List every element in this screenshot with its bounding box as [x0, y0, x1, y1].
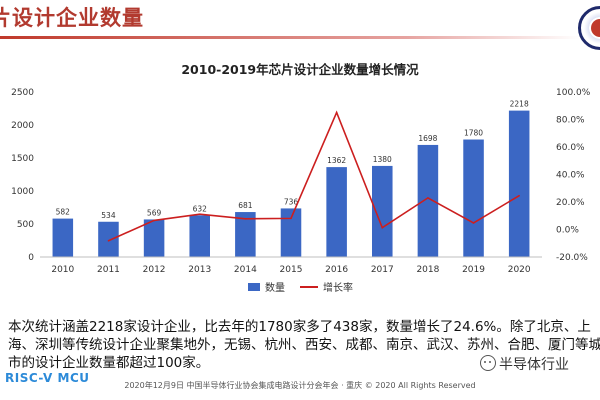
brand-right: 半导体行业 [480, 354, 569, 374]
bar-2019 [463, 139, 484, 257]
bar-2017 [372, 165, 393, 257]
slide-title: 片设计企业数量 [0, 6, 144, 30]
footer: 2020年12月9日 中国半导体行业协会集成电路设计分会年会 · 重庆 © 20… [124, 381, 476, 390]
bar-label-2015: 736 [284, 197, 299, 206]
x-tick-2018: 2018 [416, 265, 439, 275]
y-left-tick: 0 [28, 253, 34, 263]
growth-point-2013 [198, 213, 201, 216]
association-emblem-icon [578, 6, 600, 50]
bar-label-2018: 1698 [418, 134, 437, 143]
growth-point-2017 [381, 226, 384, 229]
y-right-tick: -20.0% [556, 253, 588, 263]
y-right-tick: 20.0% [556, 198, 585, 208]
x-tick-2016: 2016 [325, 265, 348, 275]
x-tick-2011: 2011 [97, 265, 120, 275]
bar-2012 [143, 219, 165, 257]
x-tick-2012: 2012 [143, 265, 166, 275]
brand-left: RISC-V MCU [5, 371, 90, 385]
y-right-tick: 80.0% [556, 116, 585, 126]
bar-label-2010: 582 [56, 208, 71, 217]
x-tick-2014: 2014 [234, 265, 257, 275]
growth-rate-line [108, 110, 520, 242]
y-left-tick: 1500 [11, 154, 34, 164]
chart-legend: 数量 增长率 [248, 281, 353, 294]
y-right-tick: 0.0% [556, 226, 579, 236]
bar-2013 [189, 215, 210, 257]
y-left-tick: 500 [17, 220, 34, 230]
bar-label-2019: 1780 [464, 129, 483, 138]
x-tick-2013: 2013 [188, 265, 211, 275]
y-left-tick: 2500 [11, 88, 34, 98]
growth-point-2016 [335, 111, 338, 114]
growth-point-2020 [518, 194, 520, 197]
growth-point-2014 [244, 217, 247, 220]
bar-label-2020: 2218 [510, 100, 529, 109]
chart-title: 2010-2019年芯片设计企业数量增长情况 [181, 62, 419, 77]
bar-2011 [98, 221, 119, 257]
bar-label-2013: 632 [193, 204, 208, 213]
x-tick-2010: 2010 [51, 265, 74, 275]
growth-point-2019 [472, 222, 475, 224]
x-tick-2019: 2019 [462, 265, 485, 275]
y-left-tick: 1000 [11, 187, 34, 197]
legend-swatch-bar [248, 283, 260, 291]
bar-label-2014: 681 [238, 201, 253, 210]
bar-2015 [280, 208, 302, 257]
growth-point-2012 [153, 219, 155, 222]
y-right-tick: 100.0% [556, 88, 591, 98]
bar-2010 [52, 218, 74, 257]
y-left-tick: 2000 [11, 121, 34, 131]
x-tick-2015: 2015 [280, 265, 303, 275]
brand-right-label: 半导体行业 [499, 357, 569, 373]
growth-point-2011 [107, 239, 110, 242]
legend-label-bar: 数量 [265, 281, 285, 294]
title-rule [0, 36, 580, 39]
bar-2020 [508, 110, 530, 257]
chart: 2010-2019年芯片设计企业数量增长情况 582 534 569 632 681 73… [11, 62, 591, 294]
bar-2018 [417, 144, 439, 257]
summary-text: 本次统计涵盖2218家设计企业，比去年的1780家多了438家，数量增长了24.… [8, 319, 600, 371]
bar-label-2012: 569 [147, 208, 162, 217]
growth-point-2015 [290, 217, 292, 220]
x-tick-2020: 2020 [508, 265, 531, 275]
growth-point-2018 [427, 197, 429, 199]
y-right-tick: 60.0% [556, 143, 585, 153]
legend-label-line: 增长率 [323, 281, 353, 294]
bar-2016 [326, 167, 347, 257]
bar-label-2011: 534 [101, 211, 116, 220]
x-tick-2017: 2017 [371, 265, 394, 275]
y-right-tick: 40.0% [556, 171, 585, 181]
bar-label-2016: 1362 [327, 156, 346, 165]
bar-2014 [235, 212, 256, 257]
bar-label-2017: 1380 [373, 155, 392, 164]
wechat-icon [480, 355, 496, 371]
